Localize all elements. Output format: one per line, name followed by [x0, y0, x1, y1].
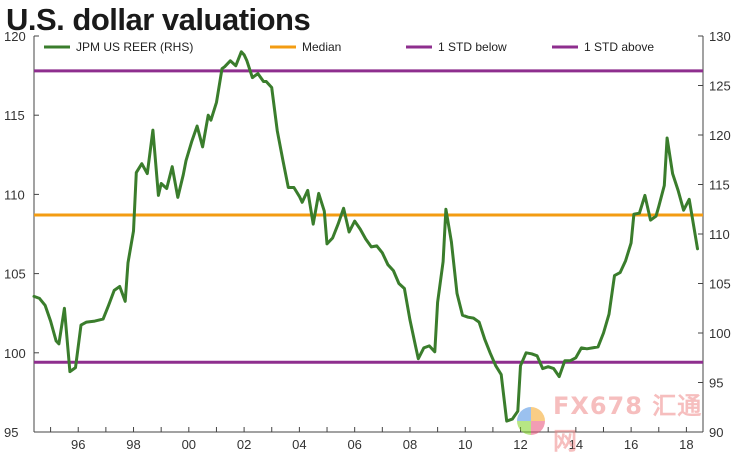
legend-label: 1 STD above — [584, 40, 654, 54]
watermark-logo: FX678 汇通网 — [517, 392, 727, 455]
right-tick-label: 125 — [709, 79, 731, 94]
x-tick-label: 14 — [569, 437, 583, 452]
left-tick-label: 95 — [4, 425, 18, 440]
right-tick-label: 130 — [709, 29, 731, 44]
x-tick-label: 08 — [403, 437, 417, 452]
right-tick-label: 105 — [709, 277, 731, 292]
x-tick-label: 06 — [347, 437, 361, 452]
series-line-reer — [32, 50, 699, 423]
chart-title: U.S. dollar valuations — [6, 2, 311, 37]
x-tick-label: 04 — [292, 437, 306, 452]
right-tick-label: 95 — [709, 376, 723, 391]
x-tick-label: 18 — [679, 437, 693, 452]
left-tick-label: 110 — [4, 187, 25, 202]
right-tick-label: 120 — [709, 128, 731, 143]
left-tick-label: 100 — [4, 346, 26, 361]
x-axis-ticks: 96 98 00 02 04 06 08 10 12 14 16 18 — [50, 427, 694, 452]
series-layer — [32, 50, 699, 423]
legend-label: 1 STD below — [438, 40, 507, 54]
left-tick-label: 115 — [4, 108, 25, 123]
right-tick-label: 115 — [709, 178, 730, 193]
legend-label: JPM US REER (RHS) — [76, 40, 193, 54]
x-tick-label: 02 — [237, 437, 251, 452]
x-tick-label: 12 — [513, 437, 527, 452]
x-tick-label: 98 — [126, 437, 140, 452]
x-tick-label: 96 — [71, 437, 85, 452]
x-tick-label: 16 — [624, 437, 638, 452]
right-tick-label: 90 — [709, 425, 723, 440]
right-axis-ticks: 90 95 100 105 110 115 120 125 130 — [698, 29, 731, 440]
watermark-text: FX678 汇通网 — [552, 392, 703, 455]
right-tick-label: 110 — [709, 227, 730, 242]
left-tick-label: 120 — [4, 29, 26, 44]
x-tick-label: 10 — [458, 437, 472, 452]
reference-lines — [34, 69, 703, 364]
left-axis-ticks: 95 100 105 110 115 120 — [4, 29, 39, 440]
legend-label: Median — [302, 40, 341, 54]
watermark-icon — [517, 407, 545, 435]
x-tick-label: 00 — [182, 437, 196, 452]
right-tick-label: 100 — [709, 326, 731, 341]
left-tick-label: 105 — [4, 267, 26, 282]
legend: JPM US REER (RHS) Median 1 STD below 1 STD … — [44, 40, 654, 54]
